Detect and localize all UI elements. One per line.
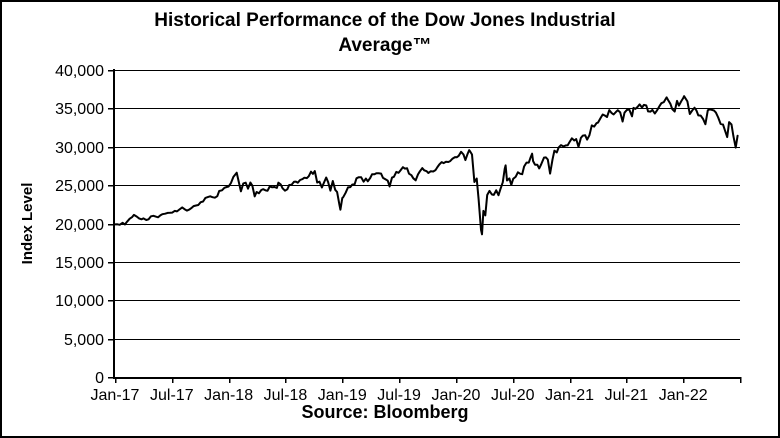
- x-tick-label: Jul-20: [491, 387, 535, 404]
- y-tick-label: 15,000: [55, 255, 104, 272]
- y-tick-label: 40,000: [55, 63, 104, 80]
- data-line: [114, 95, 739, 236]
- y-tick-label: 10,000: [55, 293, 104, 310]
- x-tick-label: Jan-19: [318, 387, 367, 404]
- y-tick-label: 5,000: [64, 332, 104, 349]
- x-tick-label: Jul-19: [377, 387, 421, 404]
- y-tick-label: 35,000: [55, 101, 104, 118]
- x-tick-label: Jan-22: [659, 387, 708, 404]
- x-tick-label: Jan-21: [545, 387, 594, 404]
- x-tick-label: Jan-20: [431, 387, 480, 404]
- x-tick-label: Jul-17: [150, 387, 194, 404]
- y-tick-label: 25,000: [55, 178, 104, 195]
- y-tick-label: 30,000: [55, 140, 104, 157]
- x-tick-label: Jul-18: [264, 387, 308, 404]
- x-tick-label: Jan-18: [204, 387, 253, 404]
- y-tick-label: 0: [95, 370, 104, 387]
- x-tick-label: Jul-21: [605, 387, 649, 404]
- y-tick-label: 20,000: [55, 217, 104, 234]
- chart-title: Historical Performance of the Dow Jones …: [154, 10, 616, 56]
- x-tick-label: Jan-17: [91, 387, 140, 404]
- source-label: Source: Bloomberg: [301, 402, 469, 422]
- y-axis-title: Index Level: [19, 183, 36, 265]
